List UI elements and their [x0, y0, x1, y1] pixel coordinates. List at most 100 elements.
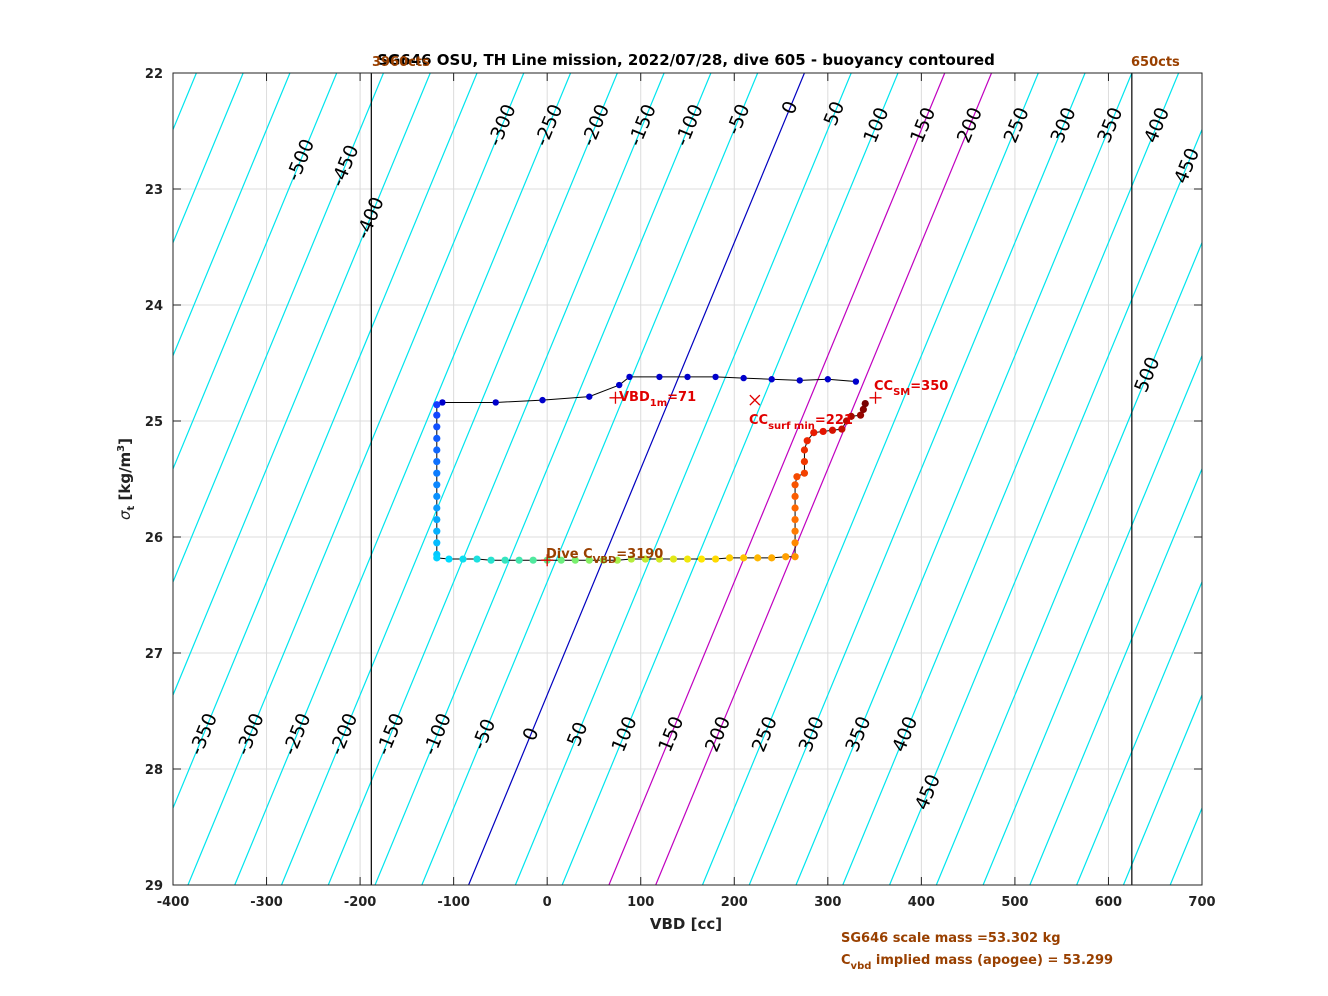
- climb-track-line: [442, 376, 856, 403]
- x-tick-label: 600: [1095, 895, 1122, 910]
- climb-point: [684, 373, 691, 381]
- vbd1m-label-rest: =71: [667, 390, 696, 405]
- contour-line: [187, 73, 525, 885]
- climb-point: [824, 376, 832, 383]
- dive-point: [433, 446, 441, 454]
- dive-point: [641, 555, 650, 563]
- dive-point: [791, 516, 799, 524]
- x-marker: [749, 394, 761, 406]
- dive-point: [433, 527, 441, 535]
- contour-line: [1029, 467, 1202, 885]
- dive-point: [433, 423, 441, 431]
- dive-point: [800, 469, 809, 477]
- climb-point: [586, 393, 593, 400]
- climb-point: [616, 381, 623, 389]
- climb-point: [539, 396, 546, 404]
- dive-point: [571, 556, 579, 564]
- plus-marker: [541, 554, 554, 567]
- dive-point: [768, 554, 776, 562]
- cc-surf-min-main: CC: [749, 413, 768, 428]
- scale-mass-note: SG646 scale mass =53.302 kg: [841, 931, 1061, 946]
- contour-line: [1264, 73, 1328, 885]
- contour-line: [173, 73, 291, 358]
- dive-point: [754, 554, 762, 562]
- grid-lines: [173, 73, 1202, 885]
- dive-point: [861, 400, 869, 408]
- contour-line: [421, 73, 759, 885]
- plot-frame: [172, 72, 1203, 886]
- plot-area: [173, 73, 1202, 885]
- contour-line: [173, 73, 478, 810]
- x-tick-label: 300: [814, 895, 841, 910]
- y-tick-label: 27: [145, 647, 163, 662]
- dive-point: [791, 504, 799, 512]
- contour-line: [795, 73, 1133, 885]
- y-tick-label: 26: [145, 531, 163, 546]
- dive-point: [433, 481, 441, 489]
- limit-lines: [370, 73, 1133, 885]
- climb-point: [740, 374, 747, 382]
- x-tick-label: 200: [721, 895, 748, 910]
- vbd1m-label-sub: 1m: [650, 398, 667, 409]
- climb-point: [796, 377, 803, 384]
- dive-point: [847, 412, 855, 420]
- y-tick-label: 29: [145, 879, 163, 894]
- dive-cvbd-sub: VBD: [593, 555, 617, 566]
- dive-point: [433, 492, 441, 500]
- dive-point: [800, 458, 809, 466]
- climb-point: [712, 373, 719, 381]
- dive-point: [613, 556, 621, 564]
- cc-sm-sub: SM: [893, 387, 910, 398]
- y-tick-label: 22: [145, 67, 163, 82]
- dive-point: [800, 446, 809, 454]
- dive-point: [856, 411, 865, 419]
- contour-line: [608, 73, 946, 885]
- dive-point: [793, 473, 801, 481]
- contour-line: [982, 354, 1202, 885]
- y-axis-label-sup: 3: [116, 445, 127, 452]
- contour-line: [468, 73, 805, 885]
- dive-cvbd-main: Dive C: [546, 547, 593, 562]
- dive-point: [740, 554, 748, 562]
- dive-point: [599, 556, 607, 564]
- dive-point: [433, 539, 441, 547]
- contour-line: [842, 73, 1180, 885]
- y-axis-label: σt [kg/m3]: [116, 438, 137, 520]
- dive-point: [433, 401, 441, 409]
- dive-point: [683, 555, 692, 563]
- contour-line: [0, 73, 9, 885]
- contour-line: [0, 73, 103, 885]
- plus-marker: [609, 391, 622, 404]
- dive-point: [433, 411, 441, 419]
- contour-line: [173, 73, 197, 132]
- x-tick-label: -300: [250, 895, 283, 910]
- implied-mass-sub: vbd: [851, 961, 872, 972]
- contour-line: [234, 73, 572, 885]
- dive-point: [529, 556, 537, 564]
- dive-point: [838, 425, 846, 433]
- contour-line: [1122, 693, 1202, 885]
- axis-ticks: -400 -300 -200 -100 0 100 200 300 400 500 600 700 22…: [145, 67, 1216, 910]
- contour-line: [889, 127, 1202, 885]
- cc-sm-label: CCSM=350: [874, 379, 948, 398]
- data-series: [433, 373, 869, 564]
- climb-point: [492, 399, 499, 406]
- dive-point: [433, 516, 441, 524]
- annotation-markers: [541, 391, 882, 567]
- implied-mass-rest: implied mass (apogee) = 53.299: [871, 953, 1113, 968]
- buoyancy-contours: [0, 73, 1328, 885]
- x-tick-label: 0: [543, 895, 552, 910]
- implied-mass-note: Cvbd implied mass (apogee) = 53.299: [841, 953, 1113, 972]
- dive-point: [842, 417, 851, 425]
- x-tick-label: -100: [437, 895, 470, 910]
- y-axis-label-sub: t: [126, 506, 137, 511]
- dive-cvbd-label: Dive CVBD=3190: [546, 547, 663, 566]
- contour-line: [701, 73, 1039, 885]
- x-tick-label: 500: [1001, 895, 1028, 910]
- y-axis-label-sigma: σ: [116, 510, 134, 520]
- climb-point: [626, 373, 633, 381]
- climb-point: [439, 399, 446, 406]
- x-tick-label: -200: [344, 895, 377, 910]
- dive-point: [782, 553, 790, 561]
